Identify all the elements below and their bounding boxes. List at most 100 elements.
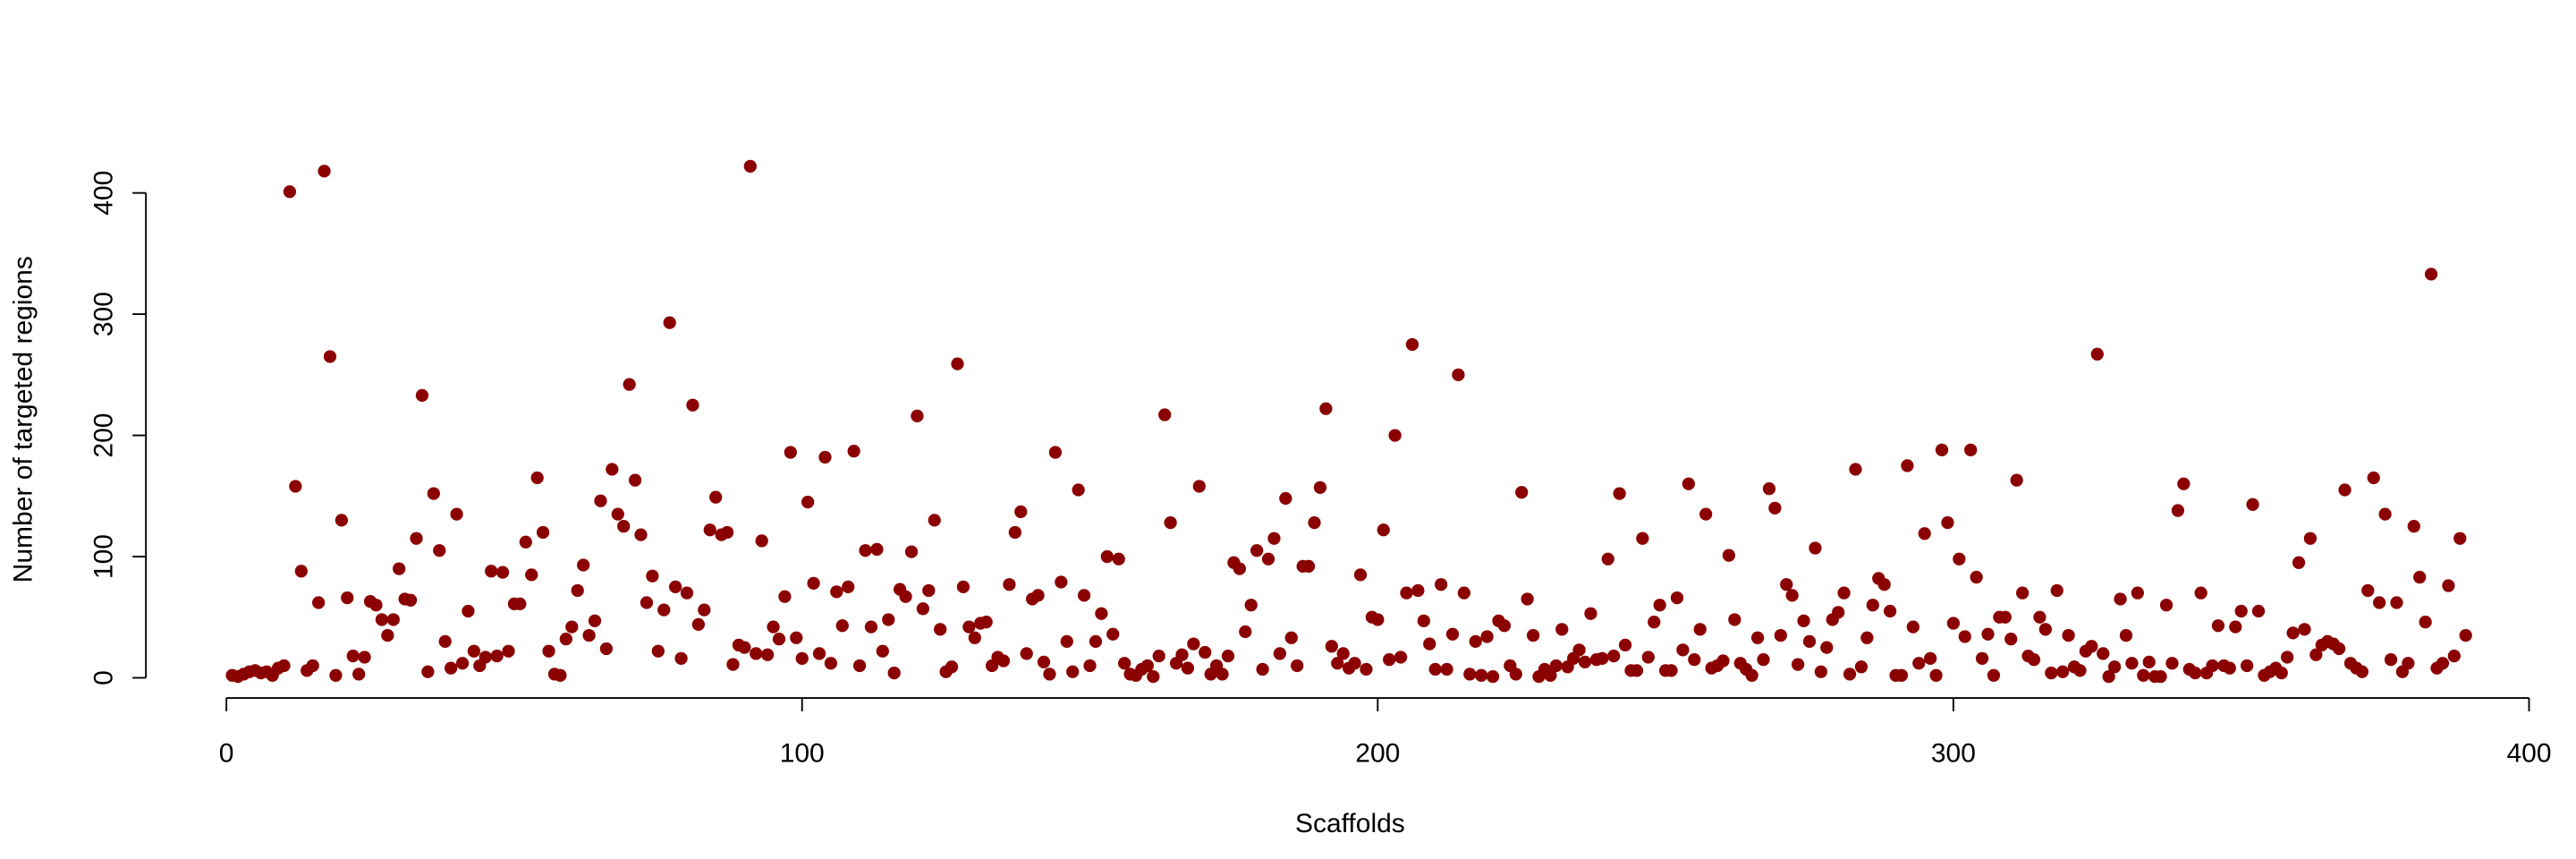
point <box>2447 649 2461 663</box>
point <box>623 378 636 391</box>
point <box>2303 532 2318 545</box>
point <box>1814 665 1828 678</box>
point <box>2223 661 2236 675</box>
point <box>2367 471 2380 485</box>
point <box>1809 541 1822 555</box>
point <box>1152 649 1165 663</box>
point <box>2286 626 2300 640</box>
point <box>1894 668 1909 682</box>
point <box>1630 664 1644 677</box>
point <box>1452 368 1465 381</box>
point <box>1250 544 1264 557</box>
point <box>1394 651 1408 664</box>
point <box>1072 483 1085 497</box>
point <box>1762 482 1776 496</box>
point <box>1526 628 1540 642</box>
y-tick-label: 0 <box>89 670 119 685</box>
point <box>2119 628 2133 642</box>
point <box>2281 651 2294 664</box>
point <box>2194 586 2207 600</box>
point <box>450 507 463 521</box>
point <box>559 633 572 646</box>
point <box>1147 670 1160 684</box>
point <box>1970 570 1983 584</box>
point <box>2453 532 2467 545</box>
point <box>1935 443 1949 456</box>
point <box>2171 504 2185 517</box>
point <box>1757 653 1770 667</box>
point <box>1112 552 1125 566</box>
point <box>2436 657 2450 670</box>
point <box>1060 634 1073 648</box>
point <box>2211 619 2225 633</box>
point <box>962 620 976 634</box>
point <box>1924 651 1937 665</box>
point <box>2424 268 2438 281</box>
point <box>784 446 797 459</box>
point <box>588 614 602 627</box>
point <box>760 648 775 661</box>
point <box>1164 515 1177 530</box>
point <box>2292 556 2306 569</box>
point <box>651 644 665 658</box>
point <box>1883 604 1897 618</box>
point <box>571 583 584 598</box>
point <box>1797 614 1810 627</box>
point <box>519 535 532 549</box>
point <box>346 649 360 663</box>
point <box>1521 592 1534 606</box>
point <box>462 604 475 618</box>
point <box>657 603 671 617</box>
point <box>750 647 763 660</box>
point <box>1256 662 1269 676</box>
point <box>1319 402 1333 415</box>
point <box>2154 670 2167 684</box>
point <box>934 623 947 636</box>
point <box>599 642 614 656</box>
point <box>1728 613 1741 626</box>
point <box>277 659 291 673</box>
point <box>1607 649 1621 663</box>
y-tick-label: 100 <box>89 534 119 579</box>
x-tick-label: 200 <box>1355 738 1400 768</box>
point <box>646 569 659 583</box>
point <box>807 576 820 590</box>
x-axis-label: Scaffolds <box>1295 809 1405 838</box>
point <box>887 666 901 680</box>
y-tick-label: 300 <box>89 292 119 336</box>
point <box>2177 477 2190 490</box>
point <box>1244 599 1258 612</box>
point <box>2010 473 2023 487</box>
point <box>1653 599 1666 612</box>
point <box>554 668 567 682</box>
point <box>2062 628 2075 642</box>
point <box>2085 640 2098 653</box>
point <box>1866 599 1879 612</box>
point <box>795 651 809 665</box>
y-axis-label: Number of targeted regions <box>9 256 38 583</box>
point <box>1975 651 1989 665</box>
point <box>1953 552 1966 566</box>
point <box>445 661 458 675</box>
point <box>427 487 440 500</box>
point <box>2004 633 2018 646</box>
point <box>1693 623 1707 636</box>
point <box>720 525 734 540</box>
point <box>922 583 936 598</box>
point <box>1745 668 1758 682</box>
point <box>2159 599 2174 612</box>
point <box>1216 668 1229 681</box>
point <box>1239 625 1252 639</box>
point <box>1837 586 1851 600</box>
point <box>1941 515 1954 530</box>
point <box>1100 549 1114 564</box>
point <box>1353 568 1368 582</box>
point <box>617 520 631 533</box>
point <box>1140 659 1154 673</box>
point <box>1267 532 1281 545</box>
point <box>916 602 929 616</box>
point <box>2459 628 2472 642</box>
point <box>882 613 895 626</box>
point <box>928 514 941 527</box>
point <box>352 668 366 681</box>
